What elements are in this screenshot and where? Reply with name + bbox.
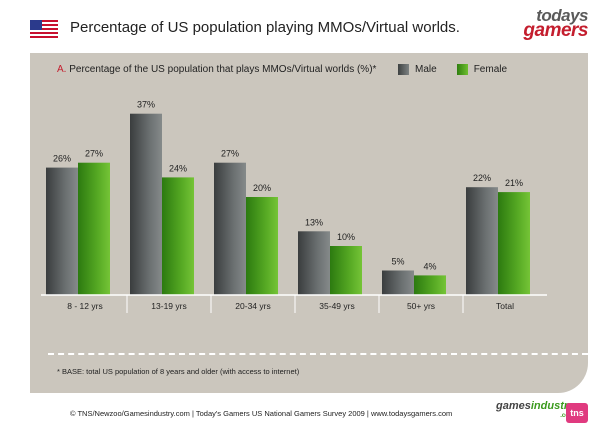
chart-panel: A. Percentage of the US population that … — [30, 53, 588, 393]
gi-logo-part1: games — [496, 400, 531, 412]
footnote: * BASE: total US population of 8 years a… — [57, 367, 300, 376]
chart-title-text: Percentage of the US population that pla… — [69, 64, 377, 75]
legend-swatch-male — [398, 64, 409, 75]
data-label-male: 26% — [53, 154, 71, 164]
bar-female — [78, 162, 110, 295]
data-label-female: 4% — [423, 261, 436, 271]
bar-female — [246, 197, 278, 295]
gamesindustry-logo: gamesindustry .com — [496, 401, 574, 421]
data-label-female: 24% — [169, 163, 187, 173]
bar-female — [330, 246, 362, 295]
bar-female — [414, 275, 446, 295]
dashed-divider — [48, 353, 588, 355]
data-label-male: 13% — [305, 217, 323, 227]
category-label: 8 - 12 yrs — [67, 301, 102, 311]
category-label: 50+ yrs — [407, 301, 435, 311]
legend-label-male: Male — [415, 64, 437, 75]
bar-female — [498, 192, 530, 295]
logo-line1: todays — [536, 6, 588, 25]
bar-chart: 8 - 12 yrs 26% 27% 13-19 yrs 37% 24% 20-34 yrs… — [41, 100, 547, 313]
legend-label-female: Female — [473, 64, 508, 75]
gi-logo-part2: industry — [530, 400, 575, 412]
legend: Male Female — [398, 64, 507, 75]
chart-title: A. Percentage of the US population that … — [57, 64, 376, 75]
data-label-male: 27% — [221, 149, 239, 159]
bar-male — [382, 270, 414, 295]
bar-male — [214, 162, 246, 295]
page-title: Percentage of US population playing MMOs… — [70, 19, 460, 36]
us-flag-icon — [30, 20, 58, 38]
legend-swatch-female — [456, 64, 468, 75]
category-label: 13-19 yrs — [151, 301, 186, 311]
todaysgamers-logo: todays gamers — [523, 6, 588, 41]
bar-male — [298, 231, 330, 295]
data-label-male: 37% — [137, 100, 155, 110]
category-label: Total — [496, 301, 514, 311]
data-label-male: 22% — [473, 173, 491, 183]
footer-copyright: © TNS/Newzoo/Gamesindustry.com | Today's… — [70, 409, 453, 418]
bar-male — [466, 187, 498, 295]
category-label: 35-49 yrs — [319, 301, 354, 311]
bar-male — [46, 167, 78, 295]
bar-male — [130, 113, 162, 295]
category-label: 20-34 yrs — [235, 301, 270, 311]
bar-female — [162, 177, 194, 295]
gi-logo-sub: .com — [496, 411, 574, 421]
logo-line2: gamers — [523, 20, 588, 41]
data-label-female: 20% — [253, 183, 271, 193]
chart-title-prefix: A. — [57, 64, 67, 75]
data-label-male: 5% — [391, 257, 404, 267]
data-label-female: 10% — [337, 232, 355, 242]
data-label-female: 27% — [85, 149, 103, 159]
tns-logo: tns — [566, 403, 588, 423]
data-label-female: 21% — [505, 178, 523, 188]
